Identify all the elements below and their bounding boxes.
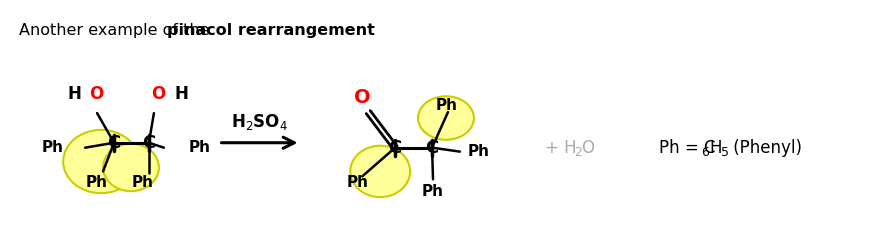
Text: O: O bbox=[89, 85, 103, 103]
Text: Ph: Ph bbox=[132, 175, 154, 190]
Text: pinacol rearrangement: pinacol rearrangement bbox=[167, 23, 375, 38]
Ellipse shape bbox=[418, 96, 474, 140]
Text: + H: + H bbox=[545, 139, 576, 157]
Text: 5: 5 bbox=[721, 146, 729, 159]
Text: C: C bbox=[142, 134, 155, 152]
Text: Ph: Ph bbox=[422, 184, 444, 199]
Text: O: O bbox=[354, 88, 370, 107]
Text: C: C bbox=[425, 139, 438, 157]
Text: Ph: Ph bbox=[436, 98, 458, 113]
Text: Ph = C: Ph = C bbox=[660, 139, 716, 157]
Text: H$_2$SO$_4$: H$_2$SO$_4$ bbox=[231, 112, 288, 132]
Text: (Phenyl): (Phenyl) bbox=[729, 139, 802, 157]
Ellipse shape bbox=[350, 146, 410, 197]
Text: Ph: Ph bbox=[468, 144, 490, 159]
Ellipse shape bbox=[103, 144, 159, 191]
Text: 2: 2 bbox=[574, 146, 582, 159]
Text: H: H bbox=[67, 85, 81, 103]
Text: Ph: Ph bbox=[189, 140, 211, 155]
Text: Another example of the: Another example of the bbox=[19, 23, 215, 38]
Text: C: C bbox=[108, 134, 121, 152]
Text: Ph: Ph bbox=[86, 175, 108, 190]
Text: Ph: Ph bbox=[347, 175, 369, 190]
Text: C: C bbox=[388, 139, 402, 157]
Text: 6: 6 bbox=[701, 146, 709, 159]
Text: O: O bbox=[581, 139, 594, 157]
Ellipse shape bbox=[64, 130, 139, 193]
Text: H: H bbox=[709, 139, 721, 157]
Text: O: O bbox=[152, 85, 166, 103]
Text: Ph: Ph bbox=[41, 140, 64, 155]
Text: H: H bbox=[175, 85, 189, 103]
